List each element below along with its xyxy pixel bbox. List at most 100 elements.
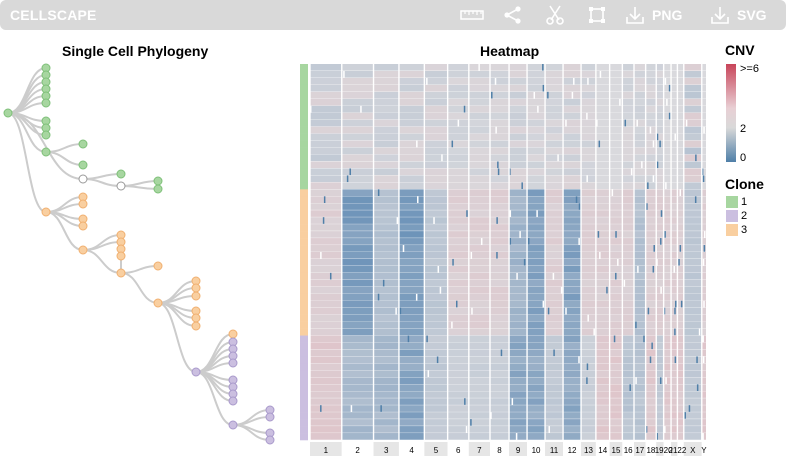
heatmap-cell[interactable] <box>671 203 678 211</box>
heatmap-cell[interactable] <box>424 64 448 71</box>
heatmap-cell[interactable] <box>609 412 623 420</box>
heatmap-cell[interactable] <box>545 126 564 134</box>
heatmap-cell[interactable] <box>341 258 374 266</box>
heatmap-cell[interactable] <box>671 210 678 218</box>
heatmap-cell[interactable] <box>447 405 469 413</box>
heatmap-cell[interactable] <box>545 412 564 420</box>
heatmap-cell[interactable] <box>656 419 664 427</box>
heatmap-cell[interactable] <box>663 258 672 266</box>
heatmap-cell[interactable] <box>622 335 634 343</box>
heatmap-cell[interactable] <box>490 238 510 246</box>
heatmap-cell[interactable] <box>373 91 399 99</box>
heatmap-cell[interactable] <box>683 405 702 413</box>
heatmap-cell[interactable] <box>663 203 672 211</box>
heatmap-cell[interactable] <box>677 175 684 183</box>
heatmap-cell[interactable] <box>609 64 623 71</box>
heatmap-cell[interactable] <box>563 419 582 427</box>
heatmap-cell[interactable] <box>398 335 425 343</box>
heatmap-cell[interactable] <box>341 245 374 252</box>
heatmap-cell[interactable] <box>634 105 646 113</box>
heatmap-cell[interactable] <box>509 321 528 329</box>
heatmap-cell[interactable] <box>563 391 582 399</box>
heatmap-cell[interactable] <box>683 384 702 392</box>
heatmap-cell[interactable] <box>527 203 546 211</box>
heatmap-cell[interactable] <box>468 231 490 239</box>
heatmap-cell[interactable] <box>701 161 706 169</box>
heatmap-cell[interactable] <box>595 84 610 92</box>
heatmap-cell[interactable] <box>398 196 425 204</box>
heatmap-cell[interactable] <box>341 398 374 406</box>
heatmap-cell[interactable] <box>447 272 469 280</box>
heatmap-cell[interactable] <box>424 321 448 329</box>
heatmap-cell[interactable] <box>701 238 706 246</box>
heatmap-cell[interactable] <box>622 377 634 385</box>
heatmap-cell[interactable] <box>634 328 646 336</box>
heatmap-cell[interactable] <box>656 119 664 127</box>
heatmap-cell[interactable] <box>447 433 469 440</box>
heatmap-cell[interactable] <box>645 98 657 106</box>
heatmap-cell[interactable] <box>609 98 623 106</box>
heatmap-cell[interactable] <box>622 349 634 357</box>
heatmap-cell[interactable] <box>671 384 678 392</box>
heatmap-cell[interactable] <box>373 377 399 385</box>
heatmap-cell[interactable] <box>509 265 528 273</box>
heatmap-cell[interactable] <box>656 238 664 246</box>
heatmap-cell[interactable] <box>509 203 528 211</box>
heatmap-cell[interactable] <box>310 265 342 273</box>
heatmap-cell[interactable] <box>527 286 546 294</box>
heatmap-cell[interactable] <box>701 119 706 127</box>
heatmap-cell[interactable] <box>447 377 469 385</box>
heatmap-cell[interactable] <box>341 133 374 141</box>
heatmap-cell[interactable] <box>645 147 657 155</box>
heatmap-cell[interactable] <box>663 391 672 399</box>
heatmap-cell[interactable] <box>701 154 706 162</box>
heatmap-cell[interactable] <box>656 272 664 280</box>
heatmap-cell[interactable] <box>634 70 646 78</box>
heatmap-cell[interactable] <box>545 112 564 120</box>
heatmap-cell[interactable] <box>663 84 672 92</box>
heatmap-cell[interactable] <box>468 335 490 343</box>
heatmap-cell[interactable] <box>373 412 399 420</box>
heatmap-cell[interactable] <box>634 64 646 71</box>
tree-node[interactable] <box>78 174 88 184</box>
heatmap-cell[interactable] <box>545 377 564 385</box>
heatmap-cell[interactable] <box>677 265 684 273</box>
heatmap-cell[interactable] <box>683 126 702 134</box>
heatmap-cell[interactable] <box>527 265 546 273</box>
heatmap-cell[interactable] <box>468 210 490 218</box>
heatmap-cell[interactable] <box>581 426 596 434</box>
heatmap-cell[interactable] <box>595 349 610 357</box>
heatmap-cell[interactable] <box>490 154 510 162</box>
heatmap-cell[interactable] <box>663 384 672 392</box>
heatmap-cell[interactable] <box>447 426 469 434</box>
heatmap-cell[interactable] <box>563 433 582 440</box>
heatmap-cell[interactable] <box>677 335 684 343</box>
heatmap-cell[interactable] <box>398 279 425 287</box>
heatmap-cell[interactable] <box>677 238 684 246</box>
heatmap-cell[interactable] <box>468 370 490 378</box>
heatmap-cell[interactable] <box>656 342 664 350</box>
heatmap-cell[interactable] <box>490 105 510 113</box>
heatmap-cell[interactable] <box>563 405 582 413</box>
heatmap-cell[interactable] <box>398 293 425 301</box>
heatmap-cell[interactable] <box>509 363 528 371</box>
heatmap-cell[interactable] <box>622 217 634 225</box>
heatmap-cell[interactable] <box>490 175 510 183</box>
heatmap-cell[interactable] <box>545 426 564 434</box>
heatmap-cell[interactable] <box>509 384 528 392</box>
heatmap-cell[interactable] <box>398 119 425 127</box>
heatmap-cell[interactable] <box>341 175 374 183</box>
heatmap-cell[interactable] <box>663 377 672 385</box>
heatmap-cell[interactable] <box>563 370 582 378</box>
heatmap-cell[interactable] <box>645 84 657 92</box>
heatmap-cell[interactable] <box>595 140 610 148</box>
heatmap-cell[interactable] <box>447 189 469 197</box>
heatmap-cell[interactable] <box>424 133 448 141</box>
heatmap-cell[interactable] <box>677 391 684 399</box>
heatmap-cell[interactable] <box>373 252 399 259</box>
heatmap-cell[interactable] <box>609 189 623 197</box>
heatmap-cell[interactable] <box>683 238 702 246</box>
heatmap-cell[interactable] <box>447 112 469 120</box>
heatmap-cell[interactable] <box>509 112 528 120</box>
heatmap-cell[interactable] <box>595 147 610 155</box>
